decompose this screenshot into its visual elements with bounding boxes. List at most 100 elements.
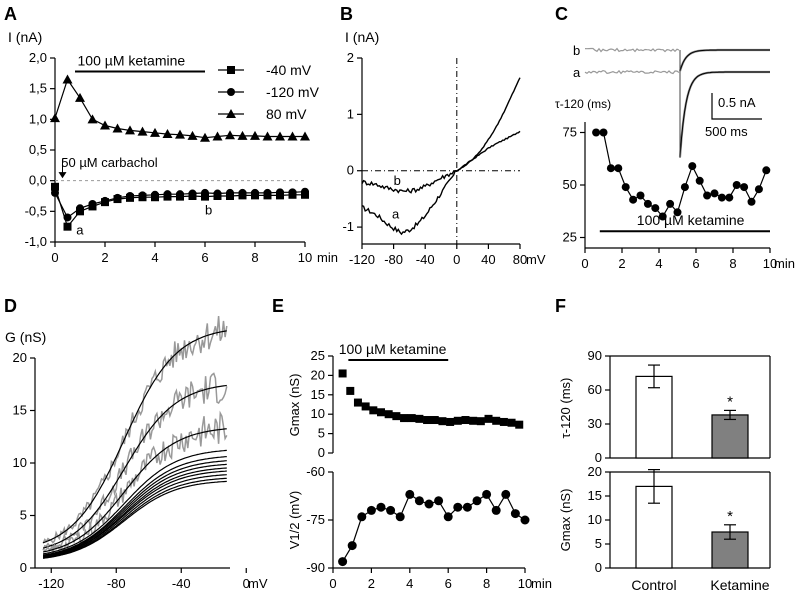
panel-b-x-tick-label: -80 [384,252,403,267]
panel-e-top-y-label: Gmax (nS) [287,374,302,437]
panel-c-x-tick-label: 4 [655,256,662,271]
panel-c-data-point [717,193,726,202]
panel-e-v-half-point [366,505,376,515]
panel-e-top-y-tick-label: 15 [311,387,325,402]
panel-a-data-point [276,188,284,197]
panel-e-v-half-point [376,502,386,512]
panel-b-y-tick-label: 0 [347,163,354,178]
panel-c-y-label: τ-120 (ms) [555,97,611,111]
panel-c-y-tick-label: 50 [563,177,577,192]
panel-d-x-tick-label: -120 [38,576,64,591]
panel-e-gmax-point [377,408,385,417]
panel-b-y-label: I (nA) [345,29,379,45]
panel-e-v-half-point [347,541,357,551]
panel-a-data-point [100,120,110,130]
panel-e-bottom-x-tick-label: 0 [329,576,336,591]
panel-c-data-point [695,176,704,185]
panel-b-trace-label-b: b [394,173,401,188]
panel-a-data-point [163,190,172,199]
panel-c-data-point [599,128,608,137]
panel-b-x-unit: mV [526,252,546,267]
panel-e-gmax-point [353,398,362,407]
panel-f-top-bar-ketamine [711,414,749,459]
panel-c-y-tick-label: 25 [563,230,577,245]
panel-e-gmax-point [346,386,355,395]
panel-a-legend-label: 80 mV [266,106,307,122]
panel-d-x-tick-label: -40 [172,576,191,591]
panel-c-data-point [592,128,601,137]
panel-b-y-tick-label: 2 [347,50,354,65]
panel-a-data-point [237,130,248,140]
panel-a-data-point [187,130,198,140]
panel-e-v-half-point [434,496,444,506]
panel-e-v-half-point [453,502,463,512]
panel-b-x-tick-label: 80 [513,252,527,267]
panel-e-gmax-point [499,417,508,426]
panel-c-data-point [673,208,682,217]
panel-e-gmax-point [438,417,447,426]
panel-c-data-point [762,166,771,175]
panel-e-gmax-point [369,406,378,415]
panel-a-data-point [63,222,72,231]
panel-a-data-point [50,113,60,123]
panel-c-data-point [651,204,660,213]
panel-c-ketamine-label: 100 µM ketamine [637,212,745,228]
panel-c-data-point [680,183,689,192]
panel-e-gmax-point [430,416,439,425]
panel-e-v-half-point [510,509,520,519]
panel-a-data-point [188,189,197,198]
panel-a-point-label-a: a [76,223,84,238]
panel-b-y-tick-label: 1 [347,106,354,121]
panel-b-trace-label-a: a [392,207,400,222]
panel-c-data-point [614,164,623,173]
panel-c-data-point [747,197,756,206]
panel-c-data-point [629,195,638,204]
panel-e-top-y-tick-label: 0 [318,445,325,460]
panel-a-data-point [212,131,223,141]
panel-e-v-half-point [520,515,530,525]
panel-c-data-point [621,183,630,192]
panel-b-iv-trace-a [361,130,521,236]
panel-a-data-point [87,114,98,124]
panel-c-x-tick-label: 6 [692,256,699,271]
panel-a-data-point [250,130,260,140]
panel-c-x-unit: min [774,256,795,271]
panel-c-data-point [740,183,749,192]
panel-c-data-point [606,164,615,173]
panel-c-trace-label-b: b [573,43,580,58]
panel-a-data-point [213,189,222,198]
panel-a-data-point [251,188,259,197]
panel-d-raw-trace [42,372,228,551]
panel-d-x-tick-label: -80 [107,576,126,591]
panel-e-v-half-point [395,512,405,522]
panel-b-y-tick-label: -1 [342,219,354,234]
panel-a-data-point [112,123,123,133]
panel-c-data-point [643,199,652,208]
panel-f-bottom-y-tick-label: 0 [595,560,602,575]
panel-c-x-tick-label: 8 [729,256,736,271]
panel-f-top-significance-star: * [727,393,733,410]
panel-a-data-point [113,193,122,202]
panel-letter-c: C [555,4,568,24]
panel-e-gmax-point [384,410,393,419]
panel-e-top-y-tick-label: 5 [318,426,325,441]
panel-a-legend-marker [227,88,235,96]
panel-c-trace-label-a: a [573,65,581,80]
panel-a-x-tick-label: 4 [151,250,158,265]
panel-a-data-point [162,129,173,139]
panel-a-data-point [225,130,235,140]
panel-e-v-half-point [424,499,434,509]
panel-c-scale-current: 0.5 nA [718,95,756,110]
panel-a-x-tick-label: 0 [51,250,58,265]
panel-a-data-point [200,132,210,142]
panel-a-data-point [275,131,285,141]
panel-e-gmax-point [515,420,524,429]
panel-e-gmax-point [392,412,401,421]
panel-f-top-bar-control [635,375,673,459]
panel-f-top-y-tick-label: 90 [588,348,602,363]
panel-a-y-tick-label: -1,0 [25,234,47,249]
panel-f-top-y-tick-label: 60 [588,382,602,397]
panel-a-data-point [151,190,159,199]
panel-e-bottom-y-tick-label: -75 [306,512,325,527]
panel-a-data-point [226,188,234,197]
